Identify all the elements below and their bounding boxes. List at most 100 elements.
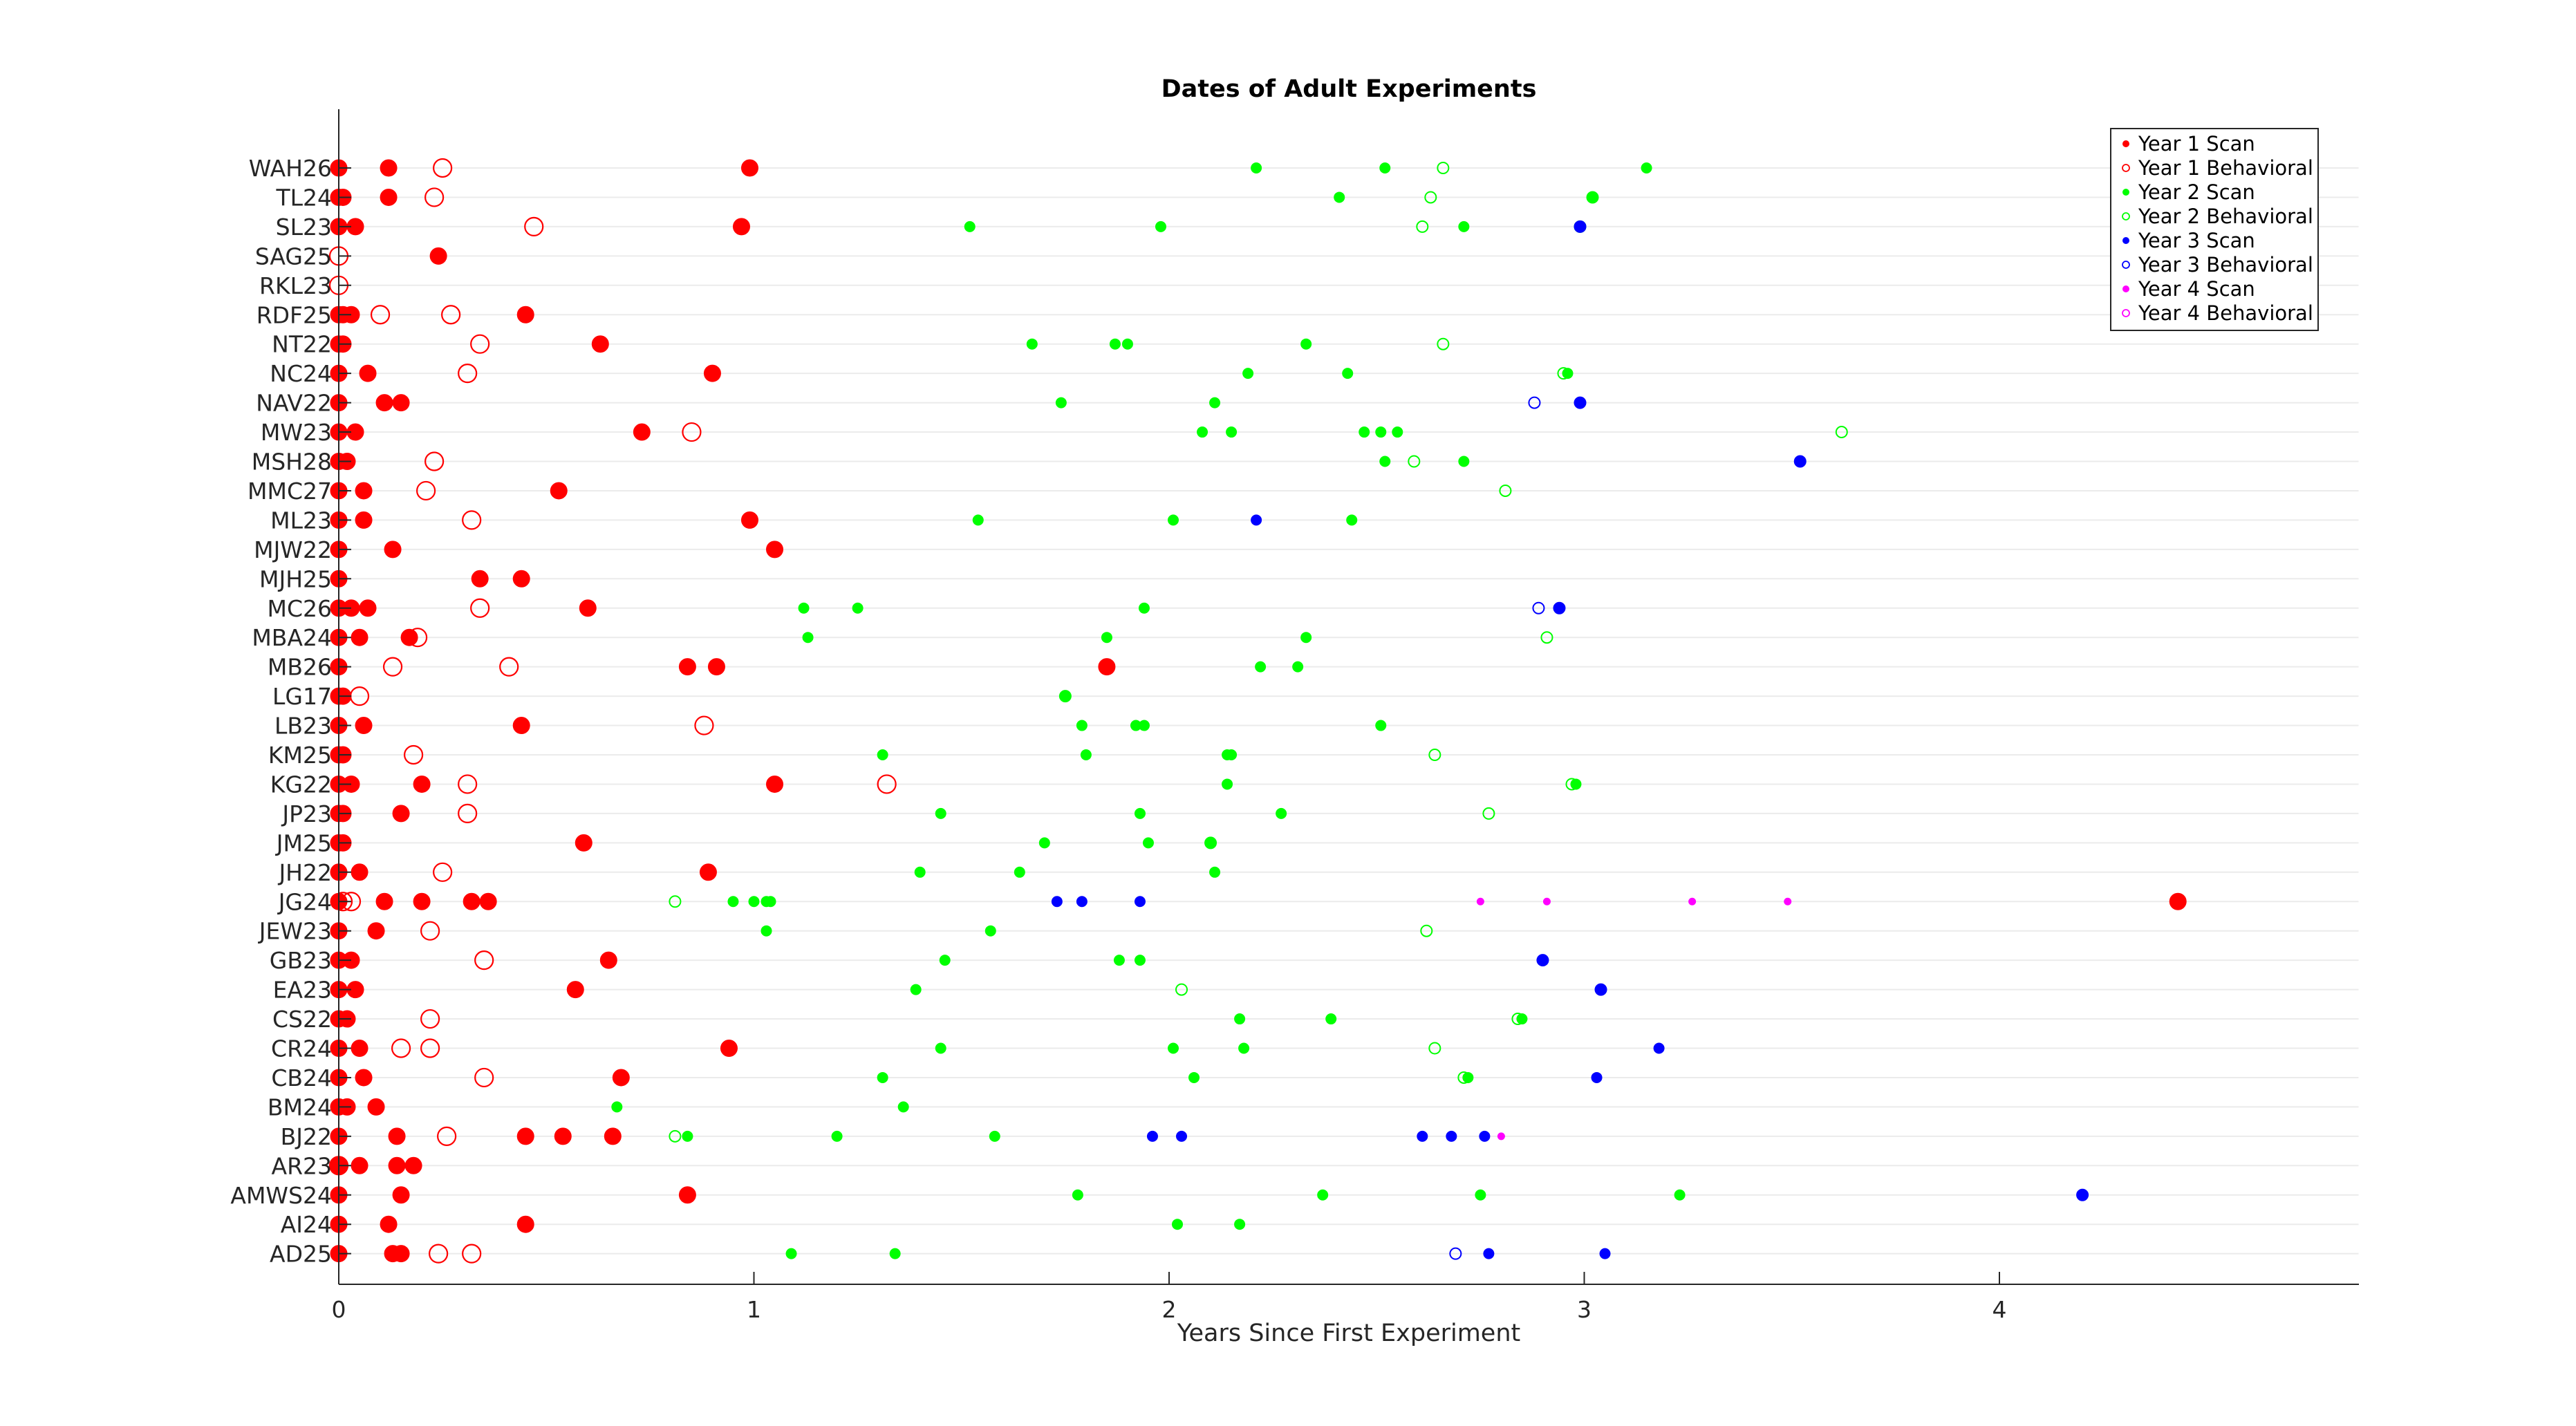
data-point — [1138, 720, 1150, 731]
data-point — [1134, 955, 1146, 966]
data-point — [351, 628, 368, 646]
data-point — [1175, 983, 1188, 996]
data-point — [470, 598, 490, 618]
data-point — [1497, 1132, 1505, 1141]
y-tick-label: KG22 — [270, 771, 332, 798]
data-point — [1574, 396, 1587, 409]
data-point — [877, 774, 897, 794]
data-point — [984, 925, 996, 937]
y-tick-label: JG24 — [277, 888, 332, 915]
data-point — [1653, 1042, 1665, 1054]
data-point — [516, 1215, 534, 1233]
y-tick-label: JEW23 — [258, 918, 332, 945]
data-point — [1014, 866, 1025, 878]
data-point — [413, 775, 431, 793]
data-point — [1499, 484, 1512, 497]
data-point — [798, 602, 810, 614]
data-point — [852, 602, 864, 614]
data-point — [2169, 892, 2187, 910]
y-tick-label: AR23 — [272, 1152, 333, 1179]
data-point — [403, 744, 424, 765]
grid-lines — [339, 167, 2359, 1255]
data-point — [1076, 720, 1088, 731]
data-point — [785, 1248, 797, 1259]
data-point — [1532, 601, 1545, 615]
data-point — [1101, 632, 1112, 644]
data-point — [678, 1186, 696, 1204]
y-tick-label: CR24 — [271, 1035, 332, 1062]
data-point — [550, 482, 568, 500]
data-point — [355, 511, 373, 529]
data-point — [392, 394, 410, 412]
y-tick-label: MB26 — [268, 654, 332, 681]
legend-label: Year 4 Behavioral — [2138, 301, 2313, 325]
data-point — [1292, 661, 1304, 673]
data-point — [1641, 162, 1652, 173]
data-point — [1325, 1013, 1337, 1025]
data-point — [437, 1126, 457, 1146]
data-point — [1346, 514, 1358, 526]
data-point — [355, 717, 373, 735]
data-point — [760, 925, 772, 937]
data-point — [889, 1248, 901, 1259]
data-point — [1562, 368, 1574, 379]
data-point — [1392, 426, 1403, 438]
data-point — [1511, 1013, 1524, 1026]
data-point — [682, 1130, 693, 1142]
data-point — [748, 896, 760, 908]
data-point — [1557, 367, 1570, 380]
data-point — [1475, 1189, 1486, 1201]
data-point — [1446, 1130, 1457, 1142]
data-point — [1188, 1071, 1200, 1083]
legend-label: Year 1 Scan — [2138, 132, 2255, 156]
data-point — [499, 657, 519, 677]
data-point — [1379, 456, 1391, 467]
data-point — [575, 834, 592, 852]
data-point — [420, 1038, 440, 1058]
data-point — [420, 1008, 440, 1029]
legend-marker — [2122, 189, 2129, 196]
data-point — [1026, 338, 1038, 350]
data-point — [1222, 778, 1233, 790]
data-point — [1375, 426, 1387, 438]
data-point — [380, 1215, 398, 1233]
data-point — [989, 1130, 1000, 1142]
data-point — [1591, 1071, 1603, 1083]
data-point — [1134, 807, 1146, 819]
data-point — [1300, 632, 1312, 644]
data-point — [720, 1040, 738, 1057]
data-point — [1428, 1042, 1441, 1055]
legend-label: Year 1 Behavioral — [2138, 156, 2313, 180]
data-point — [1449, 1247, 1462, 1260]
data-point — [1109, 338, 1121, 350]
data-point — [424, 451, 445, 471]
y-tick-label: ML23 — [270, 507, 332, 534]
data-point — [391, 1038, 411, 1058]
data-point — [388, 1156, 406, 1174]
data-point — [566, 981, 584, 999]
data-point — [1375, 720, 1387, 731]
data-point — [682, 422, 702, 442]
data-point — [1076, 896, 1088, 908]
legend-marker — [2122, 309, 2130, 317]
data-point — [1209, 397, 1221, 409]
data-point — [392, 805, 410, 823]
data-point — [479, 892, 497, 910]
data-point — [351, 1040, 368, 1057]
data-point — [1408, 455, 1421, 468]
data-point — [1038, 837, 1050, 849]
data-point — [1276, 807, 1287, 819]
data-point — [384, 541, 402, 559]
data-point — [351, 1156, 368, 1174]
data-point — [1457, 1071, 1471, 1084]
data-point — [471, 570, 489, 588]
data-point — [1458, 221, 1470, 232]
data-point — [939, 955, 951, 966]
data-point — [740, 511, 758, 529]
data-point — [524, 216, 544, 236]
data-point — [1209, 866, 1221, 878]
y-tick-label: MSH28 — [252, 449, 332, 476]
data-point — [1359, 426, 1370, 438]
data-point — [1793, 455, 1807, 468]
